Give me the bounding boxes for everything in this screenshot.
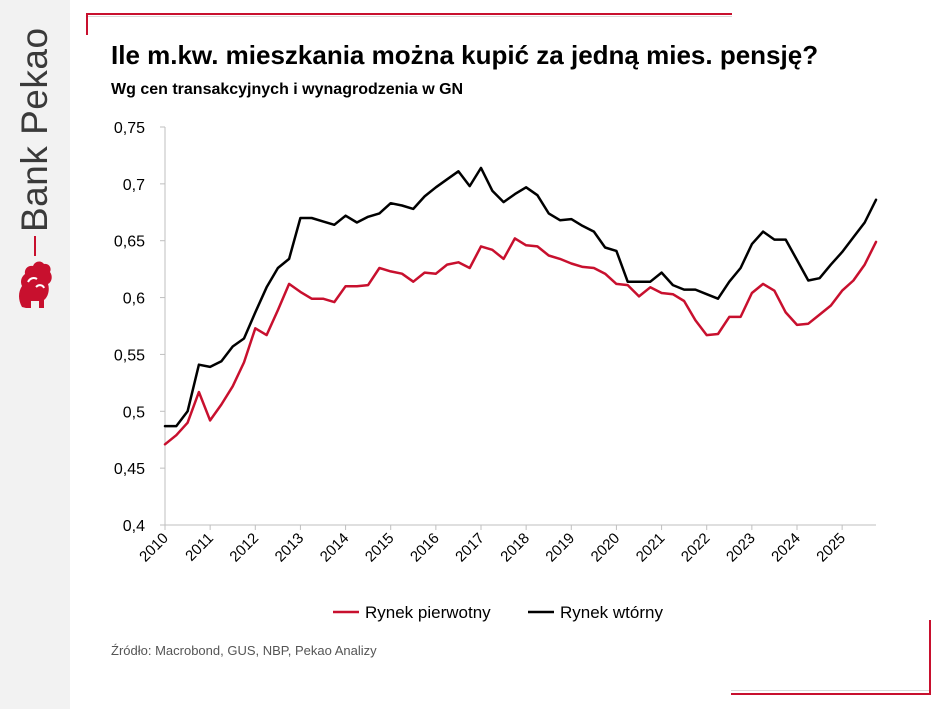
- frame-right-accent: [929, 620, 931, 695]
- chart-title: Ile m.kw. mieszkania można kupić za jedn…: [111, 40, 819, 70]
- source-note: Źródło: Macrobond, GUS, NBP, Pekao Anali…: [111, 643, 377, 658]
- chart-subtitle: Wg cen transakcyjnych i wynagrodzenia w …: [111, 81, 464, 98]
- series-line-rynek-pierwotny: [163, 237, 878, 446]
- legend-label: Rynek pierwotny: [365, 603, 491, 622]
- chart-axes: [164, 127, 876, 526]
- x-tick-label: 2025: [813, 530, 849, 566]
- y-tick-label: 0,6: [123, 291, 145, 308]
- y-tick-label: 0,4: [123, 518, 145, 535]
- brand-sidebar: Bank Pekao: [0, 0, 70, 709]
- frame-left-accent: [86, 13, 88, 35]
- x-axis-ticks: 2010 2011 2012 2013 2014 2015 2016 2017 2018 2019…: [136, 525, 849, 565]
- y-tick-label: 0,5: [123, 404, 145, 421]
- x-tick-label: 2019: [542, 530, 578, 566]
- x-tick-label: 2021: [633, 530, 669, 566]
- x-tick-label: 2017: [452, 530, 488, 566]
- y-tick-label: 0,75: [114, 120, 145, 137]
- x-tick-label: 2011: [182, 530, 217, 565]
- x-tick-label: 2015: [362, 530, 398, 566]
- x-tick-label: 2023: [723, 530, 759, 566]
- x-tick-label: 2013: [272, 530, 308, 566]
- x-tick-label: 2016: [407, 530, 443, 566]
- y-tick-label: 0,65: [114, 234, 145, 251]
- y-tick-label: 0,7: [123, 177, 145, 194]
- frame-bottom-shadow: [731, 690, 931, 691]
- x-tick-label: 2022: [678, 530, 714, 566]
- x-tick-label: 2010: [136, 530, 172, 566]
- frame-top-accent: [86, 13, 732, 15]
- series-line-rynek-wtorny: [163, 166, 878, 428]
- frame-top-shadow: [86, 16, 732, 17]
- pekao-bison-logo-icon: [19, 261, 52, 308]
- frame-bottom-accent: [731, 693, 931, 695]
- y-axis-ticks: 0,4 0,45 0,5 0,55 0,6 0,65 0,7 0,75: [114, 120, 165, 535]
- chart-series: [163, 166, 878, 446]
- x-tick-label: 2014: [317, 530, 353, 566]
- x-tick-label: 2018: [497, 530, 533, 566]
- y-tick-label: 0,45: [114, 461, 145, 478]
- y-tick-label: 0,55: [114, 347, 145, 364]
- legend-label: Rynek wtórny: [560, 603, 663, 622]
- x-tick-label: 2024: [768, 530, 804, 566]
- brand-divider: [34, 236, 36, 256]
- chart-legend: Rynek pierwotny Rynek wtórny: [333, 603, 663, 622]
- x-tick-label: 2020: [588, 530, 624, 566]
- x-tick-label: 2012: [226, 530, 262, 566]
